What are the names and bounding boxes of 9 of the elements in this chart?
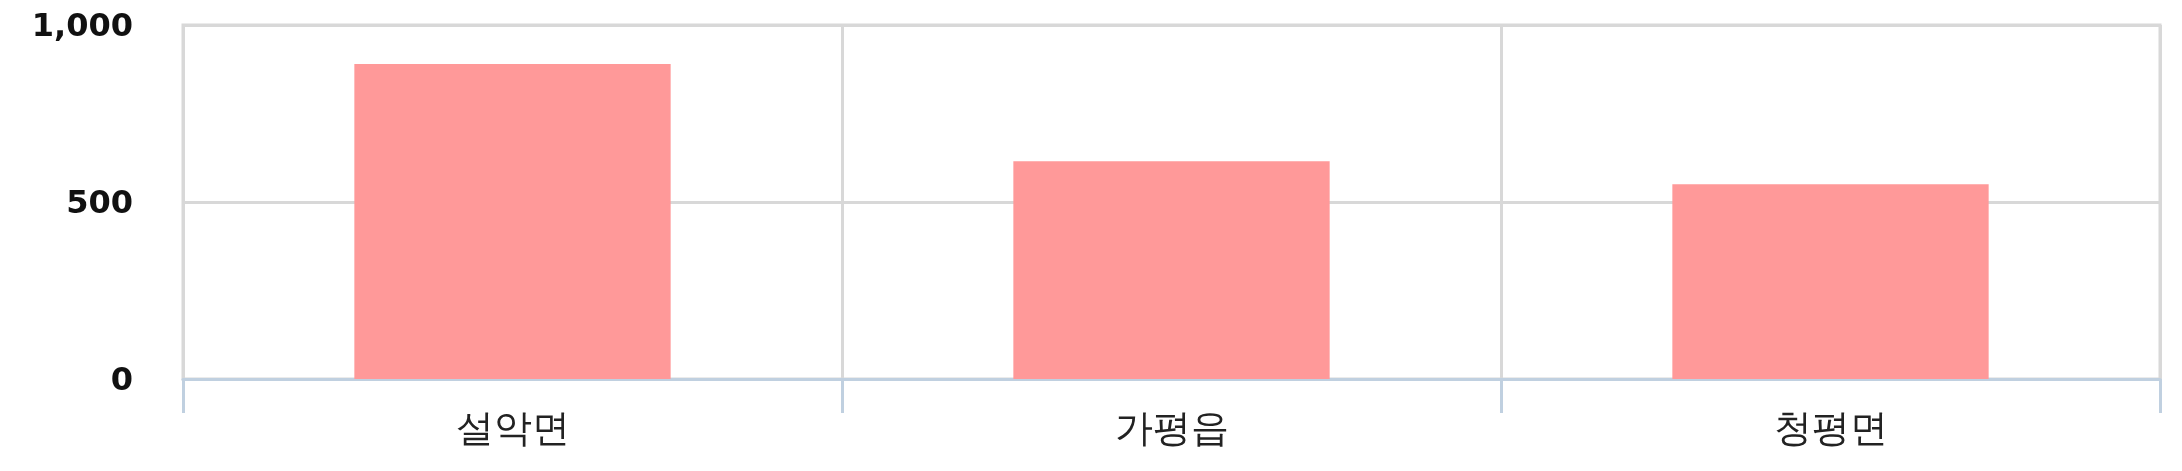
x-tick-label: 설악면	[455, 406, 570, 450]
bar	[354, 63, 671, 379]
bar	[1672, 184, 1989, 379]
x-tick-label: 가평읍	[1114, 406, 1229, 450]
y-tick-label: 1,000	[31, 6, 133, 44]
y-tick-label: 500	[66, 183, 133, 221]
x-tick-label: 청평면	[1773, 406, 1888, 450]
y-tick-label: 0	[110, 360, 133, 398]
bar	[1013, 161, 1330, 379]
